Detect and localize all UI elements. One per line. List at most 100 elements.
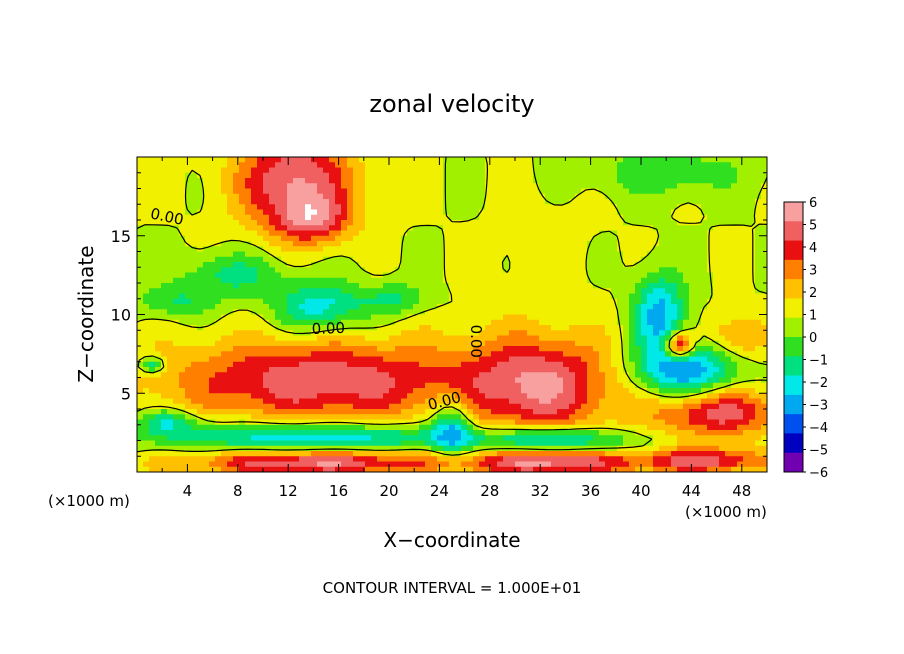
field-cell [209, 277, 216, 284]
field-cell [419, 183, 426, 190]
field-cell [431, 314, 438, 321]
field-cell [293, 209, 300, 216]
field-cell [323, 314, 330, 321]
field-cell [269, 272, 276, 279]
field-cell [179, 309, 186, 316]
field-cell [425, 235, 432, 242]
field-cell [149, 304, 156, 310]
field-cell [341, 267, 348, 274]
field-cell [305, 346, 312, 352]
field-cell [569, 267, 576, 274]
field-cell [587, 225, 594, 232]
field-cell [161, 451, 168, 457]
field-cell [473, 220, 480, 226]
field-cell [317, 440, 324, 447]
field-cell [485, 398, 492, 405]
field-cell [221, 162, 228, 169]
field-cell [563, 424, 570, 431]
field-cell [599, 314, 606, 321]
field-cell [479, 346, 486, 352]
field-cell [551, 382, 558, 389]
field-cell [623, 162, 630, 169]
field-cell [335, 398, 342, 405]
field-cell [413, 304, 420, 310]
field-cell [551, 351, 558, 358]
field-cell [323, 414, 330, 421]
field-cell [455, 157, 462, 163]
field-cell [263, 346, 270, 352]
field-cell [137, 183, 144, 190]
field-cell [371, 356, 378, 363]
field-cell [395, 220, 402, 226]
field-cell [329, 262, 336, 268]
field-cell [575, 183, 582, 190]
field-cell [533, 288, 540, 295]
field-cell [179, 340, 186, 347]
field-cell [623, 372, 630, 379]
field-cell [527, 409, 534, 415]
field-cell [221, 246, 228, 253]
field-cell [293, 456, 300, 463]
field-cell [269, 382, 276, 389]
field-cell [239, 414, 246, 421]
field-cell [191, 440, 198, 447]
field-cell [617, 167, 624, 174]
field-cell [425, 456, 432, 463]
field-cell [605, 241, 612, 247]
field-cell [473, 340, 480, 347]
field-cell [449, 262, 456, 268]
field-cell [509, 204, 516, 211]
field-cell [395, 314, 402, 321]
field-cell [299, 340, 306, 347]
field-cell [263, 430, 270, 436]
field-cell [275, 361, 282, 368]
field-cell [515, 183, 522, 190]
field-cell [203, 220, 210, 226]
field-cell [347, 304, 354, 310]
field-cell [467, 356, 474, 363]
field-cell [431, 256, 438, 263]
field-cell [179, 214, 186, 221]
field-cell [545, 461, 552, 468]
field-cell [215, 451, 222, 457]
field-cell [515, 277, 522, 284]
field-cell [167, 162, 174, 169]
field-cell [563, 440, 570, 447]
field-cell [293, 382, 300, 389]
field-cell [413, 178, 420, 184]
field-cell [521, 430, 528, 436]
field-cell [419, 461, 426, 468]
field-cell [227, 204, 234, 211]
field-cell [251, 304, 258, 310]
field-cell [431, 209, 438, 216]
field-cell [173, 351, 180, 358]
field-cell [161, 283, 168, 289]
field-cell [425, 288, 432, 295]
field-cell [377, 230, 384, 237]
field-cell [521, 382, 528, 389]
field-cell [485, 246, 492, 253]
field-cell [269, 251, 276, 258]
field-cell [485, 167, 492, 174]
field-cell [449, 293, 456, 300]
field-cell [467, 403, 474, 410]
field-cell [197, 382, 204, 389]
field-cell [281, 319, 288, 326]
field-cell [467, 183, 474, 190]
field-cell [311, 325, 318, 331]
field-cell [137, 288, 144, 295]
field-cell [527, 319, 534, 326]
field-cell [455, 162, 462, 169]
field-cell [293, 445, 300, 452]
field-cell [353, 388, 360, 394]
field-cell [137, 461, 144, 468]
field-cell [371, 319, 378, 326]
field-cell [527, 178, 534, 184]
field-cell [257, 214, 264, 221]
field-cell [431, 445, 438, 452]
field-cell [491, 314, 498, 321]
field-cell [497, 330, 504, 337]
field-cell [329, 388, 336, 394]
field-cell [521, 178, 528, 184]
field-cell [575, 193, 582, 200]
